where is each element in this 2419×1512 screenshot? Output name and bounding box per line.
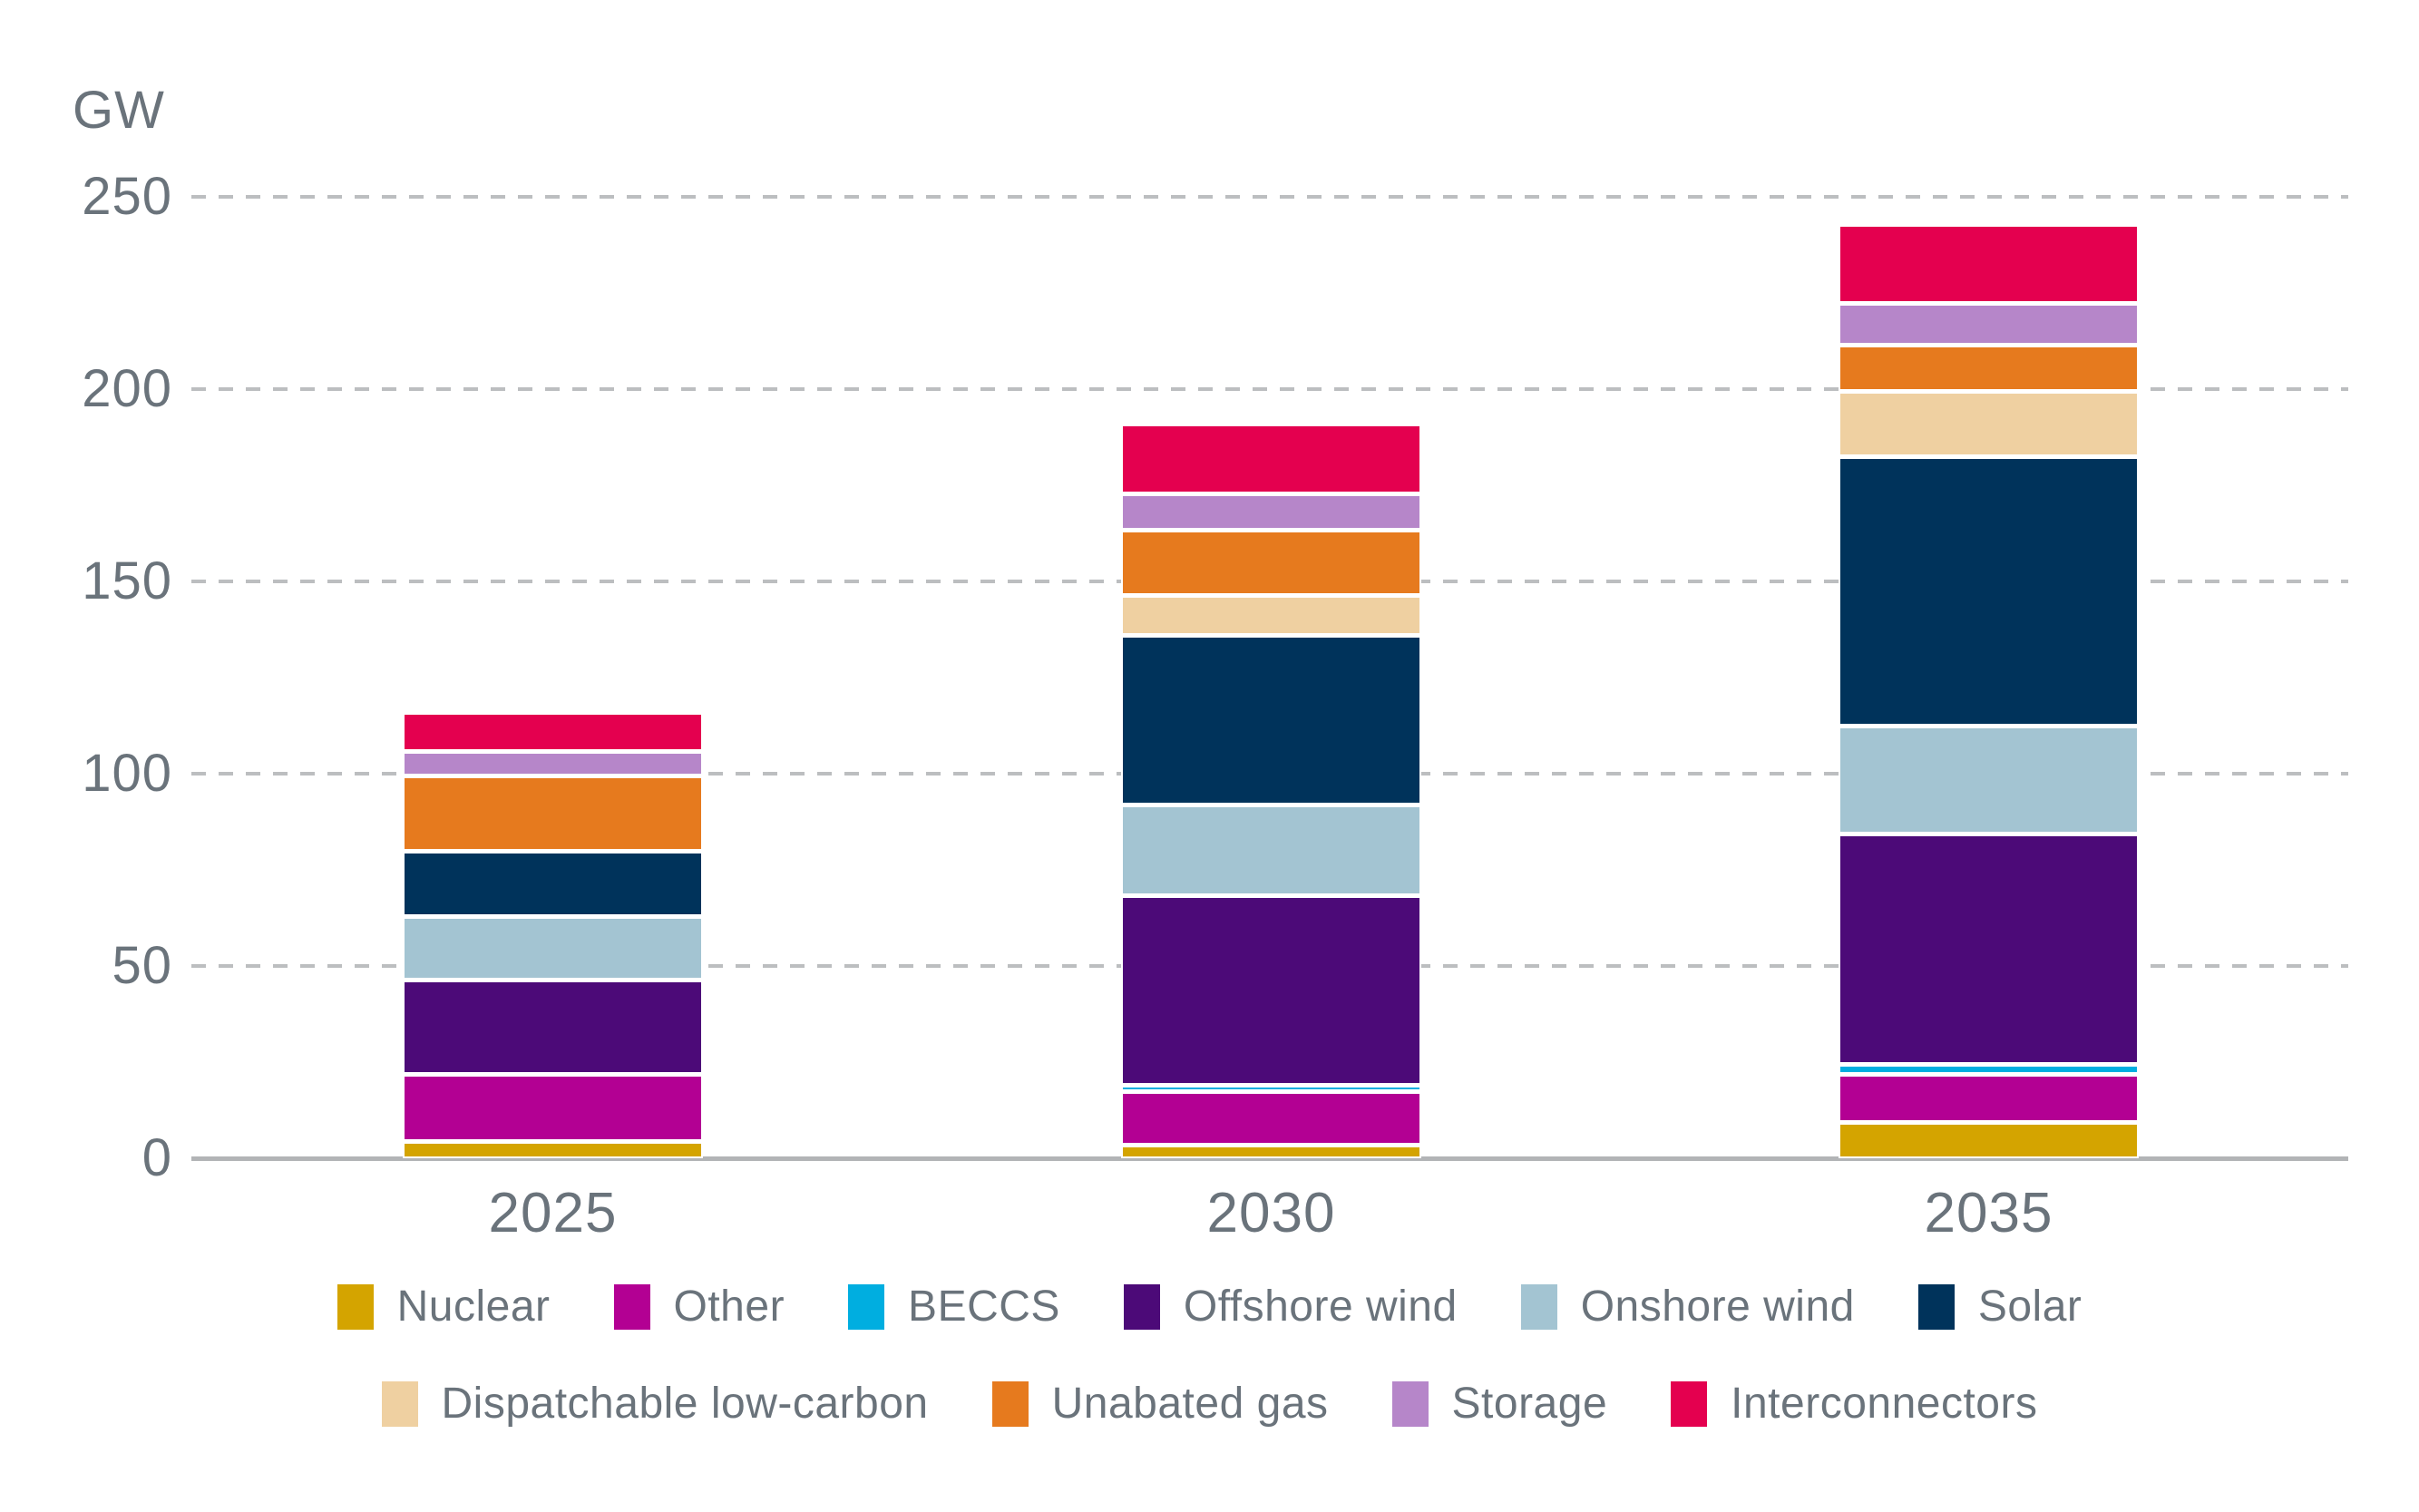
y-tick-label-250: 250 bbox=[82, 167, 172, 226]
legend-label-solar: Solar bbox=[1977, 1283, 2082, 1331]
x-axis-line bbox=[191, 1156, 2348, 1161]
legend-swatch-solar bbox=[1917, 1283, 1955, 1330]
bar-segment-2035-other bbox=[1839, 1073, 2139, 1122]
legend-swatch-dispatchable-low-carbon bbox=[381, 1380, 418, 1427]
y-tick-label-100: 100 bbox=[82, 744, 172, 803]
legend-swatch-onshore-wind bbox=[1520, 1283, 1557, 1330]
bar-segment-2035-storage bbox=[1839, 302, 2139, 346]
legend-item-onshore-wind: Onshore wind bbox=[1520, 1282, 1855, 1332]
bar-segment-2025-solar bbox=[403, 850, 703, 916]
x-axis-label-2035: 2035 bbox=[1924, 1182, 2053, 1244]
x-axis-label-2030: 2030 bbox=[1206, 1182, 1336, 1244]
legend-label-storage: Storage bbox=[1451, 1380, 1608, 1428]
bar-segment-2025-other bbox=[403, 1073, 703, 1141]
legend-swatch-storage bbox=[1391, 1380, 1429, 1427]
legend-item-unabated-gas: Unabated gas bbox=[991, 1379, 1329, 1429]
bar-segment-2035-onshore-wind bbox=[1839, 726, 2139, 834]
gridline-200 bbox=[191, 387, 2348, 391]
legend-swatch-offshore-wind bbox=[1123, 1283, 1160, 1330]
bar-segment-2030-onshore-wind bbox=[1121, 804, 1421, 895]
legend-swatch-nuclear bbox=[337, 1283, 374, 1330]
y-tick-label-0: 0 bbox=[141, 1128, 172, 1187]
y-axis-unit-label: GW bbox=[73, 81, 165, 140]
bar-segment-2025-interconnectors bbox=[403, 712, 703, 751]
legend-row-1: Nuclear Other BECCS Offshore wind Onshore wi… bbox=[337, 1282, 2082, 1332]
legend-item-offshore-wind: Offshore wind bbox=[1123, 1282, 1458, 1332]
bar-segment-2030-offshore-wind bbox=[1121, 894, 1421, 1086]
bar-segment-2030-other bbox=[1121, 1090, 1421, 1146]
bar-segment-2035-nuclear bbox=[1839, 1121, 2139, 1158]
bar-2035 bbox=[1839, 223, 2139, 1158]
bar-segment-2030-solar bbox=[1121, 635, 1421, 805]
legend-label-nuclear: Nuclear bbox=[396, 1283, 551, 1331]
bar-segment-2035-dispatchable-low-carbon bbox=[1839, 391, 2139, 457]
bar-segment-2030-dispatchable-low-carbon bbox=[1121, 594, 1421, 636]
bar-segment-2025-unabated-gas bbox=[403, 776, 703, 851]
legend-item-beccs: BECCS bbox=[848, 1282, 1060, 1332]
bar-segment-2025-storage bbox=[403, 750, 703, 776]
bar-segment-2025-offshore-wind bbox=[403, 979, 703, 1074]
legend-label-offshore-wind: Offshore wind bbox=[1183, 1283, 1458, 1331]
legend: Nuclear Other BECCS Offshore wind Onshore wi… bbox=[0, 1282, 2419, 1429]
legend-item-interconnectors: Interconnectors bbox=[1671, 1379, 2037, 1429]
legend-swatch-unabated-gas bbox=[991, 1380, 1029, 1427]
bar-segment-2035-interconnectors bbox=[1839, 223, 2139, 303]
bar-segment-2030-nuclear bbox=[1121, 1145, 1421, 1158]
bar-segment-2035-solar bbox=[1839, 456, 2139, 727]
legend-item-solar: Solar bbox=[1917, 1282, 2082, 1332]
bar-segment-2025-onshore-wind bbox=[403, 915, 703, 980]
legend-swatch-other bbox=[613, 1283, 650, 1330]
bar-segment-2035-beccs bbox=[1839, 1064, 2139, 1074]
legend-label-beccs: BECCS bbox=[908, 1283, 1060, 1331]
y-tick-label-200: 200 bbox=[82, 359, 172, 418]
bar-2025 bbox=[403, 712, 703, 1158]
bar-segment-2035-offshore-wind bbox=[1839, 833, 2139, 1065]
bar-segment-2030-beccs bbox=[1121, 1085, 1421, 1091]
bar-segment-2025-nuclear bbox=[403, 1140, 703, 1158]
bar-segment-2035-unabated-gas bbox=[1839, 345, 2139, 392]
legend-label-interconnectors: Interconnectors bbox=[1731, 1380, 2038, 1428]
legend-item-storage: Storage bbox=[1391, 1379, 1608, 1429]
legend-swatch-beccs bbox=[848, 1283, 885, 1330]
bar-segment-2030-interconnectors bbox=[1121, 424, 1421, 493]
legend-label-unabated-gas: Unabated gas bbox=[1051, 1380, 1329, 1428]
bar-segment-2030-storage bbox=[1121, 493, 1421, 530]
legend-item-dispatchable-low-carbon: Dispatchable low-carbon bbox=[381, 1379, 929, 1429]
x-axis-label-2025: 2025 bbox=[488, 1182, 618, 1244]
legend-label-onshore-wind: Onshore wind bbox=[1580, 1283, 1855, 1331]
legend-item-other: Other bbox=[613, 1282, 785, 1332]
bar-2030 bbox=[1121, 424, 1421, 1158]
y-tick-label-150: 150 bbox=[82, 551, 172, 610]
gridline-250 bbox=[191, 195, 2348, 199]
legend-row-2: Dispatchable low-carbon Unabated gas Stora… bbox=[381, 1379, 2038, 1429]
legend-swatch-interconnectors bbox=[1671, 1380, 1708, 1427]
legend-label-other: Other bbox=[673, 1283, 785, 1331]
legend-label-dispatchable-low-carbon: Dispatchable low-carbon bbox=[441, 1380, 929, 1428]
y-tick-label-50: 50 bbox=[112, 936, 172, 995]
bar-segment-2030-unabated-gas bbox=[1121, 529, 1421, 595]
legend-item-nuclear: Nuclear bbox=[337, 1282, 551, 1332]
